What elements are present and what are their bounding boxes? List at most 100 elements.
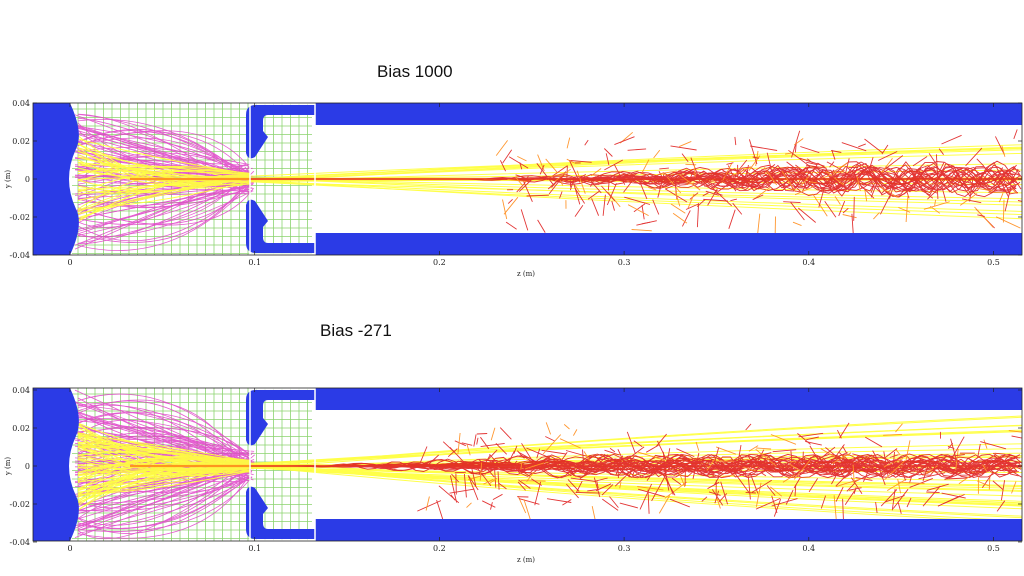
particle-segment: [934, 199, 937, 206]
particle-segment: [536, 448, 541, 459]
particle-segment: [835, 478, 862, 488]
particle-segment: [851, 213, 854, 237]
particle-segment: [822, 169, 845, 179]
particle-segment: [748, 139, 758, 165]
particle-segment: [664, 183, 673, 188]
particle-segment: [832, 169, 837, 176]
trajectory: [380, 461, 1021, 471]
particle-segment: [770, 434, 797, 445]
particle-segment: [537, 154, 545, 172]
particle-segment: [450, 494, 456, 501]
particle-segment: [950, 438, 957, 461]
particle-segment: [883, 433, 903, 436]
particle-segment: [853, 487, 857, 494]
trajectory: [77, 117, 247, 175]
particle-segment: [515, 174, 528, 179]
particle-segment: [922, 485, 941, 507]
particle-segment: [959, 193, 978, 206]
particle-segment: [483, 478, 494, 485]
extraction-electrode-bottom: [246, 199, 315, 253]
particle-segment: [736, 159, 748, 174]
trajectory: [249, 152, 1022, 181]
particle-segment: [946, 463, 952, 472]
particle-segment: [1004, 454, 1011, 461]
trajectory: [77, 173, 251, 221]
trajectory: [77, 177, 250, 243]
particle-segment: [516, 450, 525, 459]
y-tick-label: -0.02: [9, 213, 30, 222]
x-axis-label: z (m): [517, 556, 535, 564]
particle-segment: [736, 445, 742, 470]
particle-segment: [624, 196, 651, 205]
gap-outline: [249, 388, 316, 541]
trajectory: [77, 181, 251, 210]
particle-segment: [923, 201, 950, 210]
particle-segment: [546, 498, 572, 503]
particle-segment: [892, 451, 895, 465]
particle-segment: [631, 462, 639, 476]
particle-segment: [623, 178, 635, 193]
trajectory: [295, 454, 1016, 478]
trajectory: [249, 144, 1022, 181]
particle-segment: [609, 496, 619, 508]
particle-segment: [652, 199, 660, 215]
particle-segment: [830, 174, 845, 178]
particle-segment: [521, 443, 534, 462]
particle-segment: [746, 164, 749, 176]
y-axis-label: y (m): [4, 170, 12, 190]
particle-segment: [748, 445, 759, 452]
particle-segment: [707, 481, 720, 490]
particle-segment: [631, 229, 652, 232]
trajectory: [77, 459, 251, 484]
particle-segment: [593, 477, 608, 482]
particle-segment: [842, 207, 849, 214]
trajectory: [77, 479, 248, 509]
particle-segment: [969, 176, 974, 202]
particle-segment: [706, 456, 717, 471]
particle-segment: [547, 172, 565, 178]
particle-segment: [493, 462, 497, 488]
particle-segment: [950, 436, 965, 461]
particle-segment: [545, 436, 555, 442]
particle-segment: [460, 460, 483, 465]
particle-segment: [726, 162, 734, 165]
electrodes: [33, 388, 1022, 541]
particle-segment: [897, 479, 902, 494]
particle-segment: [938, 162, 945, 172]
particle-segment: [659, 170, 677, 175]
particle-segment: [480, 442, 505, 448]
trajectory: [496, 167, 1017, 191]
particle-segment: [649, 180, 661, 189]
y-tick-label: 0.04: [12, 386, 30, 395]
particle-segment: [842, 469, 866, 472]
particle-segment: [657, 173, 665, 198]
particle-segment: [832, 162, 849, 173]
particle-segment: [852, 464, 855, 482]
trajectory: [77, 182, 254, 242]
y-tick-label: 0.04: [12, 99, 30, 108]
particle-segment: [771, 495, 778, 514]
particle-segment: [604, 449, 620, 456]
particle-segment: [793, 459, 811, 480]
plot-frame: [32, 387, 1023, 542]
particle-segment: [663, 474, 676, 496]
particle-segment: [926, 193, 934, 199]
particle-segment: [878, 151, 898, 161]
particle-segment: [689, 170, 694, 180]
particle-segment: [928, 153, 938, 166]
particle-segment: [730, 198, 738, 202]
particle-segment: [604, 159, 624, 171]
particle-segment: [480, 436, 490, 450]
particle-segment: [567, 479, 580, 492]
particle-segment: [490, 502, 493, 510]
particle-segment: [734, 136, 737, 146]
particle-segment: [892, 488, 909, 509]
particle-segment: [703, 470, 715, 477]
extraction-electrode-bottom: [246, 486, 315, 539]
particle-segment: [438, 485, 460, 504]
particle-segment: [752, 156, 760, 159]
x-tick-label: 0: [67, 258, 72, 267]
particle-segment: [449, 488, 475, 494]
particle-segment: [749, 472, 759, 494]
